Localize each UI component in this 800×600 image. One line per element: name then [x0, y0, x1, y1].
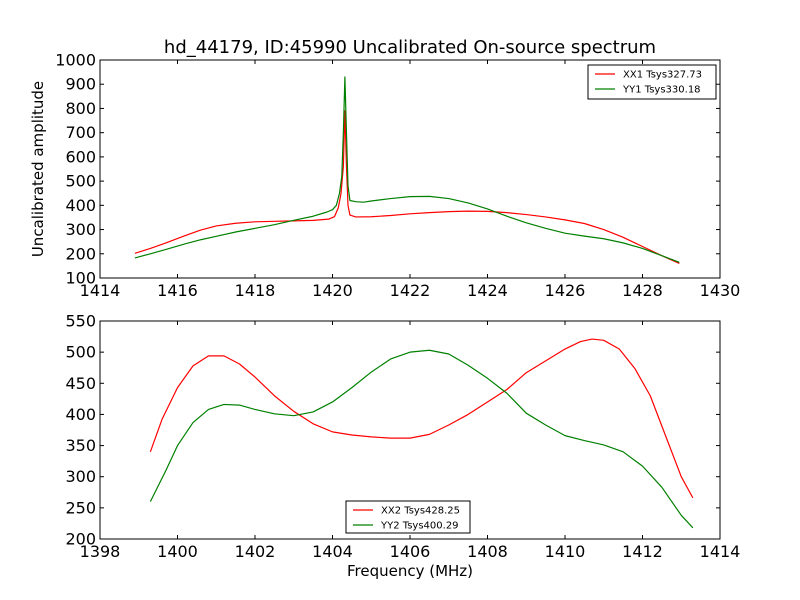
x-tick-label: 1416 — [157, 281, 198, 300]
y-tick-label: 450 — [65, 374, 96, 393]
legend-label: XX2 Tsys428.25 — [381, 506, 460, 517]
y-tick-label: 1000 — [55, 51, 96, 70]
x-tick-label: 1400 — [157, 542, 198, 561]
x-tick-label: 1418 — [235, 281, 276, 300]
top-panel: 1414 1416 1418 1420 1422 1424 1426 1428 1430 100 2… — [55, 51, 740, 301]
x-tick-label: 1428 — [622, 281, 663, 300]
bottom-panel: 1398 1400 1402 1404 1406 1408 1410 1412 1414 200 2… — [65, 312, 740, 562]
legend-box — [345, 500, 471, 534]
legend-box — [587, 64, 717, 100]
x-tick-label: 1426 — [545, 281, 586, 300]
series-line-1 — [149, 338, 694, 499]
series-line-1 — [134, 110, 680, 265]
y-tick-label: 350 — [65, 436, 96, 455]
legend: XX2 Tsys428.25 YY2 Tsys400.29 — [345, 500, 471, 534]
y-tick-label: 550 — [65, 312, 96, 331]
x-tick-label: 1408 — [467, 542, 508, 561]
y-tick-label: 500 — [65, 343, 96, 362]
series-line-2 — [134, 76, 680, 263]
y-axis-label: Uncalibrated amplitude — [29, 81, 47, 257]
figure-title: hd_44179, ID:45990 Uncalibrated On-sourc… — [164, 37, 656, 58]
x-tick-label: 1424 — [467, 281, 508, 300]
y-tick-label: 900 — [65, 75, 96, 94]
x-tick-label: 1412 — [622, 542, 663, 561]
series-line-2 — [149, 349, 694, 529]
x-tick-label: 1410 — [545, 542, 586, 561]
x-tick-label: 1406 — [390, 542, 431, 561]
y-tick-label: 400 — [65, 196, 96, 215]
y-tick-label: 600 — [65, 147, 96, 166]
y-tick-label: 500 — [65, 172, 96, 191]
y-tick-label: 300 — [65, 220, 96, 239]
x-tick-label: 1414 — [700, 542, 741, 561]
x-tick-label: 1422 — [390, 281, 431, 300]
x-tick-label: 1430 — [700, 281, 741, 300]
x-tick-label: 1402 — [235, 542, 276, 561]
y-tick-label: 250 — [65, 498, 96, 517]
y-tick-label: 200 — [65, 244, 96, 263]
x-tick-label: 1398 — [80, 542, 121, 561]
x-axis-label: Frequency (MHz) — [347, 562, 473, 580]
y-tick-label: 300 — [65, 467, 96, 486]
y-tick-label: 400 — [65, 405, 96, 424]
x-tick-label: 1404 — [312, 542, 353, 561]
x-tick-label: 1420 — [312, 281, 353, 300]
legend: XX1 Tsys327.73 YY1 Tsys330.18 — [587, 64, 717, 100]
y-tick-label: 100 — [65, 269, 96, 288]
y-tick-label: 700 — [65, 123, 96, 142]
legend-label: XX1 Tsys327.73 — [623, 70, 702, 81]
x-tick-label: 1414 — [80, 281, 121, 300]
legend-label: YY1 Tsys330.18 — [622, 85, 701, 96]
y-tick-label: 200 — [65, 530, 96, 549]
y-tick-label: 800 — [65, 99, 96, 118]
legend-label: YY2 Tsys400.29 — [380, 521, 459, 532]
